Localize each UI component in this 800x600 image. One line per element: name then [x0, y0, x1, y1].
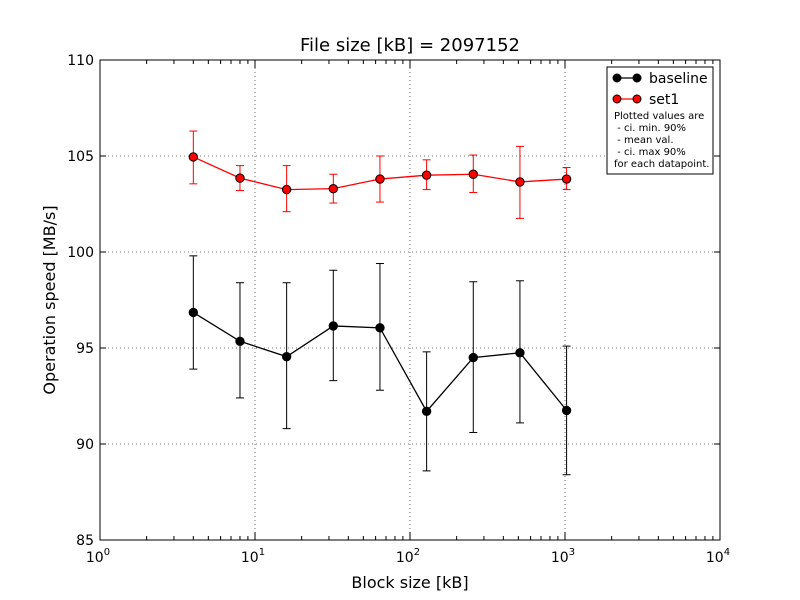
data-point — [375, 323, 385, 333]
x-tick-label-exponent: 4 — [724, 547, 730, 558]
legend-marker-baseline — [612, 73, 622, 83]
data-point — [561, 174, 572, 184]
x-tick-label-base: 10 — [706, 550, 724, 566]
x-tick-label-exponent: 0 — [104, 547, 110, 558]
x-tick-label-exponent: 2 — [414, 547, 420, 558]
y-tick-label: 85 — [76, 533, 94, 549]
legend-note-line: - ci. min. 90% — [614, 123, 686, 134]
data-point — [561, 405, 572, 416]
y-tick-label: 105 — [67, 149, 94, 165]
legend-note-line: - mean val. — [614, 135, 674, 146]
y-tick-label: 90 — [76, 437, 94, 453]
y-axis-label: Operation speed [MB/s] — [40, 205, 59, 394]
data-point — [375, 174, 385, 184]
legend-note-line: - ci. max 90% — [614, 147, 686, 158]
data-point — [468, 169, 478, 179]
x-tick-label-exponent: 3 — [569, 547, 575, 558]
x-axis-label: Block size [kB] — [351, 573, 468, 592]
data-point — [281, 351, 292, 362]
legend-marker-set1 — [632, 94, 642, 104]
series-set1 — [188, 130, 572, 219]
data-point — [188, 307, 199, 318]
legend-marker-set1 — [612, 94, 622, 104]
x-tick-label-base: 10 — [241, 550, 259, 566]
legend-label-set1: set1 — [649, 92, 679, 108]
legend-note-line: Plotted values are — [614, 111, 704, 122]
data-point — [421, 406, 432, 417]
x-tick-label-base: 10 — [551, 550, 569, 566]
x-tick-label-exponent: 1 — [259, 547, 265, 558]
data-point — [468, 352, 478, 363]
y-tick-label: 95 — [76, 341, 94, 357]
x-tick-label: 103 — [551, 547, 575, 566]
y-tick-label: 100 — [67, 245, 94, 261]
data-point — [328, 321, 338, 331]
y-tick-label: 110 — [67, 53, 94, 69]
legend-label-baseline: baseline — [649, 71, 708, 87]
x-tick-label: 101 — [241, 547, 265, 566]
x-tick-label: 100 — [86, 547, 110, 566]
x-tick-label-base: 10 — [396, 550, 414, 566]
data-point — [235, 336, 245, 346]
legend: baseline set1 Plotted values are - ci. min… — [606, 66, 714, 175]
series-baseline — [188, 255, 572, 476]
x-tick-label: 102 — [396, 547, 420, 566]
legend-note-line: for each datapoint. — [614, 159, 709, 170]
x-tick-label: 104 — [706, 547, 730, 566]
data-point — [235, 173, 245, 183]
legend-box — [606, 66, 714, 175]
data-point — [515, 177, 525, 187]
series-layer — [188, 130, 572, 476]
data-point — [515, 348, 525, 358]
chart-title: File size [kB] = 2097152 — [300, 35, 520, 56]
x-tick-label-base: 10 — [86, 550, 104, 566]
legend-marker-baseline — [632, 73, 642, 83]
data-point — [188, 152, 199, 162]
data-point — [328, 183, 338, 194]
data-point — [281, 184, 292, 195]
data-point — [421, 170, 432, 180]
